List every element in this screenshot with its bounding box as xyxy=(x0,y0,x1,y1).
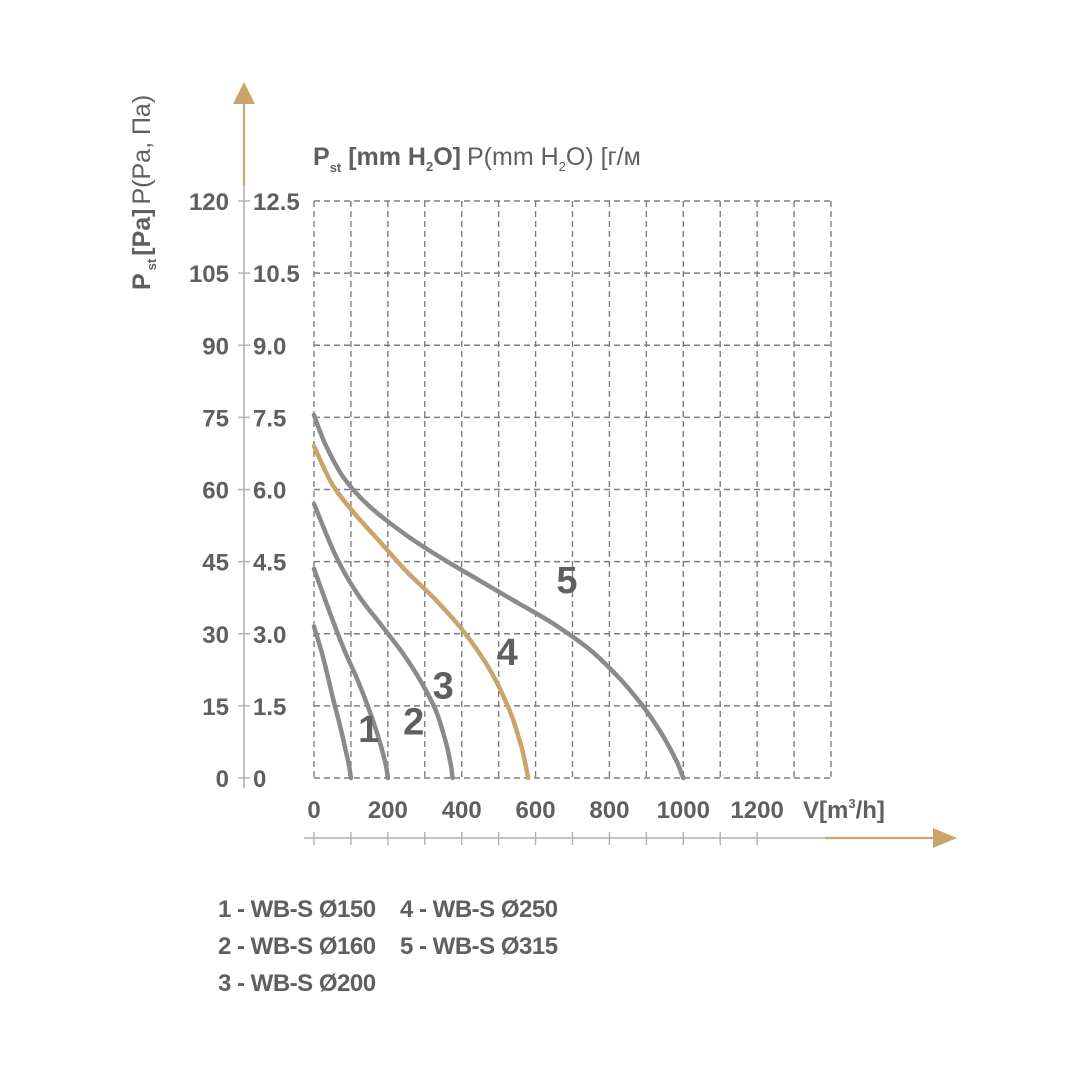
y-tick-label-mm: 10.5 xyxy=(253,261,300,288)
y-axis-title-top: Pst [mm H2O] P(mm H2O) [г/м xyxy=(313,143,641,175)
x-tick-label: 200 xyxy=(368,797,408,824)
curve-label-5: 5 xyxy=(556,560,577,602)
x-tick-label: 1200 xyxy=(730,797,783,824)
y-tick-label-mm: 3.0 xyxy=(253,622,286,649)
x-tick-label: 600 xyxy=(516,797,556,824)
legend-item: 3 - WB-S Ø200 xyxy=(218,970,376,997)
curve-series-3 xyxy=(311,501,455,781)
y-tick-label-mm: 12.5 xyxy=(253,189,300,216)
curve-label-2: 2 xyxy=(403,702,424,744)
y-tick-label-pa: 0 xyxy=(216,766,229,793)
y-tick-label-mm: 9.0 xyxy=(253,333,286,360)
legend-item: 5 - WB-S Ø315 xyxy=(400,933,558,960)
legend: 1 - WB-S Ø150 4 - WB-S Ø250 2 - WB-S Ø16… xyxy=(218,895,580,999)
curve-series-1 xyxy=(311,624,354,781)
y-tick-label-mm: 6.0 xyxy=(253,478,286,505)
x-axis-arrowhead xyxy=(933,828,957,848)
curve-series-2 xyxy=(311,566,391,781)
x-tick-label: 1000 xyxy=(657,797,710,824)
y-tick-label-mm: 1.5 xyxy=(253,694,286,721)
curve-series-5 xyxy=(311,412,686,781)
y-tick-label-pa: 120 xyxy=(189,189,229,216)
y-tick-label-pa: 90 xyxy=(202,333,229,360)
y-tick-label-pa: 75 xyxy=(202,405,229,432)
y-tick-label-mm: 0 xyxy=(253,766,266,793)
x-tick-label: 400 xyxy=(442,797,482,824)
grid-lines xyxy=(313,200,832,779)
y-tick-label-pa: 15 xyxy=(202,694,229,721)
y-axis-title-left: Pst[Pa]P(Pa, Па) xyxy=(128,95,159,290)
curve-label-3: 3 xyxy=(433,666,454,708)
curve-series-4 xyxy=(311,443,531,781)
x-tick-label: 0 xyxy=(307,797,320,824)
legend-item: 2 - WB-S Ø160 xyxy=(218,933,376,960)
curve-labels: 1 23 45 xyxy=(358,560,577,751)
y-tick-label-pa: 105 xyxy=(189,261,229,288)
y-tick-label-mm: 7.5 xyxy=(253,405,286,432)
y-axis-title-left-text: Pst[Pa]P(Pa, Па) xyxy=(128,95,159,290)
y-tick-label-mm: 4.5 xyxy=(253,550,286,577)
legend-item: 4 - WB-S Ø250 xyxy=(400,896,558,923)
y-axis-arrowhead xyxy=(233,82,255,104)
y-tick-label-pa: 45 xyxy=(202,550,229,577)
x-axis-title: V[m3/h] xyxy=(803,796,885,824)
axes xyxy=(233,82,957,848)
y-tick-label-pa: 30 xyxy=(202,622,229,649)
axis-titles: Pst[Pa]P(Pa, Па) Pst [mm H2O] P(mm H2O) [г… xyxy=(128,95,641,290)
curve-label-1: 1 xyxy=(358,709,379,751)
curves xyxy=(311,412,686,781)
x-tick-label: 800 xyxy=(589,797,629,824)
y-tick-label-pa: 60 xyxy=(202,478,229,505)
curve-label-4: 4 xyxy=(497,632,518,674)
legend-item: 1 - WB-S Ø150 xyxy=(218,896,376,923)
